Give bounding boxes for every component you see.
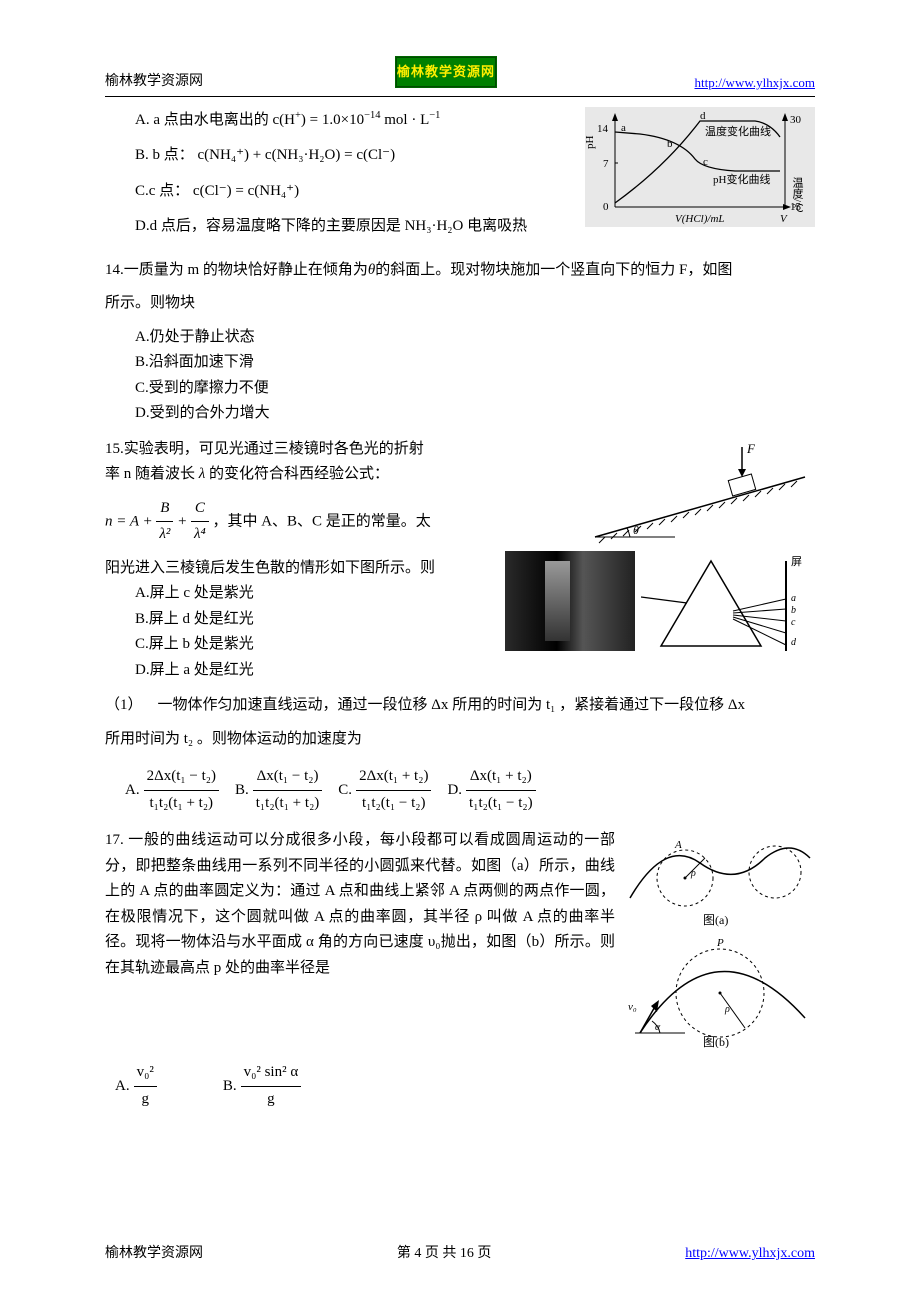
- q14-stem-3: 所示。则物块: [105, 291, 815, 317]
- footer-url[interactable]: http://www.ylhxjx.com: [685, 1242, 815, 1266]
- q17-option-b: B. v₀² sin² αg: [223, 1060, 301, 1112]
- svg-text:d: d: [791, 637, 797, 648]
- svg-text:pH: pH: [585, 135, 596, 149]
- q16-option-d: D. Δx(t₁ + t₂)t₁t₂(t₁ − t₂): [447, 764, 535, 816]
- lambda-symbol: λ: [199, 466, 206, 482]
- svg-text:c: c: [703, 156, 708, 168]
- q14-option-c: C.受到的摩擦力不便: [135, 376, 815, 402]
- svg-text:ρ: ρ: [724, 1004, 730, 1015]
- q16-option-c: C. 2Δx(t₁ + t₂)t₁t₂(t₁ − t₂): [338, 764, 431, 816]
- svg-text:温度/℃: 温度/℃: [791, 176, 804, 214]
- q15-stem2: 率 n 随着波长: [105, 466, 195, 482]
- q17-block: A ρ 图(a) ρ P v₀ α: [105, 828, 815, 1048]
- q15-stem3: 的变化符合科西经验公式：: [209, 466, 389, 482]
- svg-text:图(b): 图(b): [703, 1035, 729, 1048]
- svg-text:图(a): 图(a): [703, 913, 728, 927]
- q16-stem-row2: 所用时间为 t₂ 。则物体运动的加速度为: [105, 727, 815, 753]
- prism-diagram: 屏 a b c d: [641, 551, 811, 661]
- prism-photo: [505, 551, 635, 651]
- q14-option-d: D.受到的合外力增大: [135, 401, 815, 427]
- svg-text:b: b: [791, 605, 796, 616]
- q17-figures: A ρ 图(a) ρ P v₀ α: [625, 828, 815, 1048]
- q13-a-formula: c(H+) = 1.0×10−14 mol · L−1: [273, 112, 441, 128]
- q16-stem-row1: （1） 一物体作匀加速直线运动，通过一段位移 Δx 所用的时间为 t₁ ，紧接着…: [105, 693, 815, 719]
- q17-figure-a: A ρ 图(a): [625, 828, 815, 928]
- q15-block: θ F 屏: [105, 437, 815, 684]
- q16-num: （1）: [105, 697, 143, 713]
- svg-text:A: A: [674, 839, 682, 851]
- page-header: 榆林教学资源网 榆林教学资源网 http://www.ylhxjx.com: [105, 70, 815, 97]
- q13-b-formula: c(NH₄⁺) + c(NH₃·H₂O) = c(Cl⁻): [198, 147, 396, 163]
- q16-options: A. 2Δx(t₁ − t₂)t₁t₂(t₁ + t₂) B. Δx(t₁ − …: [125, 764, 815, 816]
- q13-graph: 0 7 14 pH 15 30 温度/℃ d 温度变化曲线 a b c: [585, 107, 815, 227]
- svg-text:α: α: [655, 1022, 661, 1033]
- q14-stem-2: 的斜面上。现对物块施加一个竖直向下的恒力 F，如图: [375, 262, 732, 278]
- svg-text:温度变化曲线: 温度变化曲线: [705, 124, 771, 138]
- dx-symbol: Δx: [431, 697, 448, 713]
- q14-option-b: B.沿斜面加速下滑: [135, 350, 815, 376]
- q14-q15-figures: θ F 屏: [505, 437, 815, 661]
- dx-symbol-2: Δx: [728, 697, 745, 713]
- q16-s1: 一物体作匀加速直线运动，通过一段位移: [158, 697, 428, 713]
- q16-s2: 所用的时间为: [452, 697, 542, 713]
- q14-stem-1: 14.一质量为 m 的物块恰好静止在倾角为: [105, 262, 368, 278]
- svg-text:ρ: ρ: [690, 868, 696, 879]
- q17-option-a: A. v₀²g: [115, 1060, 157, 1112]
- header-site-name: 榆林教学资源网: [105, 70, 203, 94]
- q17-figure-b: ρ P v₀ α 图(b): [625, 928, 815, 1048]
- svg-text:b: b: [667, 138, 673, 150]
- q16-option-b: B. Δx(t₁ − t₂)t₁t₂(t₁ + t₂): [235, 764, 322, 816]
- q14-figure: θ F: [585, 437, 815, 547]
- svg-text:F: F: [746, 441, 756, 456]
- footer-page-number: 第 4 页 共 16 页: [397, 1242, 492, 1266]
- q16-s5: 。则物体运动的加速度为: [197, 731, 362, 747]
- footer-left: 榆林教学资源网: [105, 1242, 203, 1266]
- svg-text:a: a: [621, 122, 626, 134]
- q17-options: A. v₀²g B. v₀² sin² αg: [115, 1060, 815, 1112]
- svg-text:c: c: [791, 617, 796, 628]
- q13-b-text: B. b 点：: [135, 147, 194, 163]
- q14-option-a: A.仍处于静止状态: [135, 325, 815, 351]
- header-url[interactable]: http://www.ylhxjx.com: [695, 72, 816, 94]
- q16-s3: ，紧接着通过下一段位移: [559, 697, 724, 713]
- q13-c-formula: c(Cl⁻) = c(NH₄⁺): [193, 183, 299, 199]
- q13-block: 0 7 14 pH 15 30 温度/℃ d 温度变化曲线 a b c: [105, 107, 815, 250]
- svg-text:0: 0: [603, 201, 609, 213]
- q14-stem: 14.一质量为 m 的物块恰好静止在倾角为θ的斜面上。现对物块施加一个竖直向下的…: [105, 258, 815, 284]
- svg-text:P: P: [716, 937, 724, 949]
- page-footer: 榆林教学资源网 第 4 页 共 16 页 http://www.ylhxjx.c…: [105, 1242, 815, 1266]
- q15-option-d: D.屏上 a 处是红光: [135, 658, 815, 684]
- q16-s4: 所用时间为: [105, 731, 180, 747]
- svg-text:屏: 屏: [791, 555, 802, 568]
- svg-text:pH变化曲线: pH变化曲线: [713, 172, 770, 186]
- site-badge: 榆林教学资源网: [395, 56, 497, 88]
- svg-text:14: 14: [597, 123, 609, 135]
- svg-text:a: a: [791, 593, 796, 604]
- svg-text:d: d: [700, 110, 706, 122]
- svg-text:θ: θ: [633, 523, 639, 537]
- q15-stem4: ，其中 A、B、C 是正的常量。太: [212, 513, 430, 529]
- q15-figure-row: 屏 a b c d: [505, 551, 815, 661]
- t2-symbol: t₂: [184, 731, 193, 747]
- svg-text:7: 7: [603, 158, 609, 170]
- q13-a-text: A. a 点由水电离出的: [135, 112, 269, 128]
- q13-c-text: C.c 点：: [135, 183, 189, 199]
- svg-text:V(HCl)/mL: V(HCl)/mL: [675, 213, 725, 225]
- t1-symbol: t₁: [546, 697, 555, 713]
- q15-n: n = A +: [105, 513, 153, 529]
- svg-text:v₀: v₀: [628, 1001, 637, 1013]
- svg-text:30: 30: [790, 114, 802, 126]
- q16-option-a: A. 2Δx(t₁ − t₂)t₁t₂(t₁ + t₂): [125, 764, 219, 816]
